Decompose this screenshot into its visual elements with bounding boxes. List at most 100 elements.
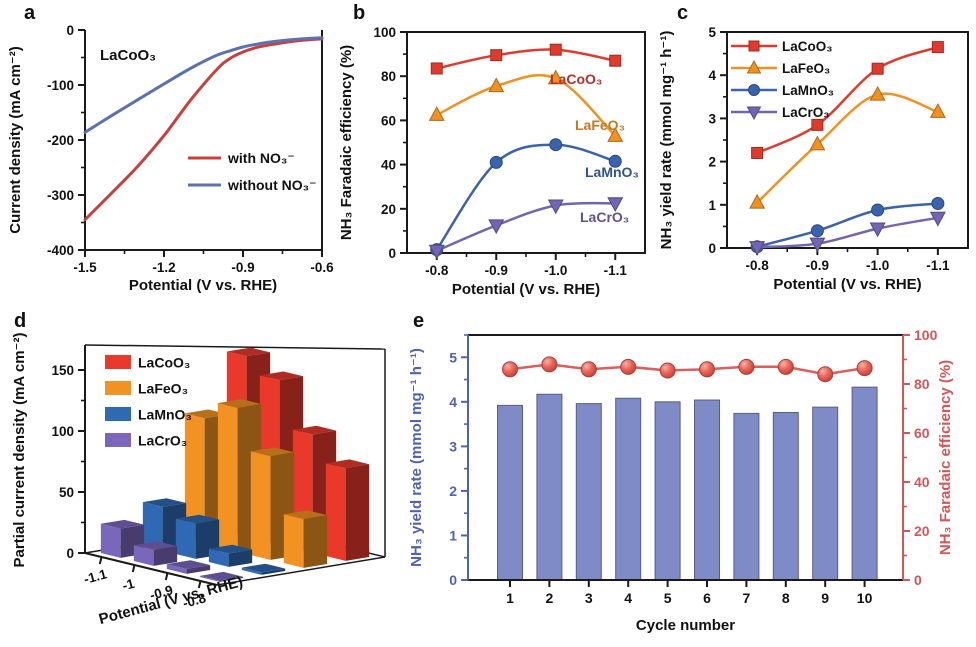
panel-c-yield-rate-chart: c 0 1 2 3 4 5 -0.8 -0.9 -1.0 -1.1 LaCoO₃ LaFeO₃ LaMn… [655,0,976,300]
x-tick-label: -0.8 [425,263,449,278]
square-marker [609,54,622,67]
y-tick-label: 0 [708,241,716,256]
triangle-down-marker [428,244,445,260]
square-marker [811,118,824,131]
y-tick-label: 20 [381,202,396,217]
yield-rate-bars [497,386,878,581]
square-marker [430,62,443,75]
series-without-no3 [83,36,324,134]
bar3d-side-face [261,568,286,575]
legend-swatch [105,355,131,369]
triangle-up-marker [428,106,445,121]
series-0 [751,41,944,159]
series-curve [436,48,616,70]
faradaic-efficiency-chart-svg: 0 20 40 60 80 100 -0.8 -0.9 -1.0 -1.1 LaCoO₃ LaFeO₃… [338,25,646,298]
x-tick-label: -1.0 [544,263,567,278]
top-frame [84,344,386,350]
bar3d-top-face [208,544,253,554]
series-3 [428,197,624,260]
x-tick-label: -1.1 [926,258,950,273]
bar3d-row-1 [184,399,328,568]
triangle-up-marker [809,135,826,151]
efficiency-sphere-marker [620,358,637,375]
bar3d-row-2 [142,498,286,575]
efficiency-polyline [509,363,865,376]
x-tick-label: 9 [821,590,829,606]
yield-rate-bar [851,386,878,581]
legend-label: LaMnO₃ [138,407,192,423]
y-axis-title: NH₃ yield rate (mmol mg⁻¹ h⁻¹) [658,31,675,250]
series-curve [757,216,939,249]
series-3 [749,211,946,256]
axes: 0 20 40 60 80 100 -0.8 -0.9 -1.0 -1.1 [373,25,646,278]
bar3d-front-face [175,518,196,559]
y-tick-label: 4 [708,68,716,83]
yield-rate-bar [575,403,602,581]
yield-rate-bar [733,412,760,581]
y-tick-label: 0 [66,23,74,38]
legend-3d: LaCoO₃ LaFeO₃ LaMnO₃ LaCrO₃ [105,355,192,449]
panel-letter-d: d [14,310,27,332]
y-tick-label: -100 [47,78,74,93]
x-tick-label: -1.1 [82,566,109,587]
circle-marker [810,224,824,238]
right-floor-edge [216,556,386,586]
bar3d-row-3 [100,519,244,582]
bar3d-front-face [142,502,163,551]
bar3d-side-face [219,576,244,582]
bar3d-front-face [217,403,238,552]
triangle-up-marker [607,127,624,142]
square-marker [931,41,944,54]
plot-frame [726,31,969,249]
bar3d-top-face [226,347,271,357]
circle-marker [871,203,885,217]
yield-rate-bar [812,406,839,581]
series-curve [436,74,617,137]
circle-marker [931,197,945,211]
bar3d-side-face [228,549,253,567]
square-marker [871,62,884,75]
legend-label: LaCoO₃ [138,355,190,371]
triangle-up-marker [488,77,505,93]
triangle-up-marker [869,85,886,101]
bar3d-top-face [184,409,229,419]
y-tick-label: 100 [51,424,74,439]
efficiency-sphere-marker [659,362,676,379]
efficiency-sphere-marker [699,361,715,378]
bar3d-top-face [292,425,337,435]
y-axis-title: NH₃ Faradaic efficiency (%) [338,45,355,240]
y-tick-label: 5 [708,25,716,40]
bar3d-front-face [241,567,262,575]
series-curve [756,202,939,248]
series-1 [749,85,946,209]
y-tick-label: 150 [51,363,74,378]
bar3d-front-face [250,451,271,560]
series-inline-label: LaCrO₃ [580,209,629,225]
series-curve [756,45,939,155]
x-tick-label: 7 [743,590,751,606]
x-tick-label: 8 [782,590,790,606]
catalyst-label: LaCoO₃ [100,47,156,64]
triangle-down-marker [488,219,505,235]
bar3d-front-face [166,564,187,574]
legend-swatch [105,433,131,447]
legend-label: LaFeO₃ [782,61,830,76]
cycling-stability-svg: 0 1 2 3 4 5 0 20 40 60 80 100 1 2 3 4 5 6 7 8 9 10 NH₃ yield r… [408,327,954,634]
series-curve [83,37,324,222]
y-tick-label: 50 [59,485,74,500]
x-tick [164,572,169,581]
bar3d-top-face [166,560,211,569]
legend-label: LaCrO₃ [782,105,830,120]
y-tick-label: -200 [47,133,74,148]
x-tick-label: -1 [121,576,137,594]
triangle-up-marker [749,193,766,209]
yield-rate-bar [772,412,799,581]
x-axis [84,552,218,586]
x-tick-label: -0.8 [745,258,769,273]
x-axis-title: Potential (V vs. RHE) [452,281,600,298]
right-y-tick-label: 80 [914,376,930,392]
triangle-down-marker [809,237,826,253]
y-tick-label: 40 [381,158,396,173]
axes-3d: 0 50 100 150 -1.1 -1 -0.9 -0.8 [51,345,386,611]
circle-marker [489,155,503,169]
